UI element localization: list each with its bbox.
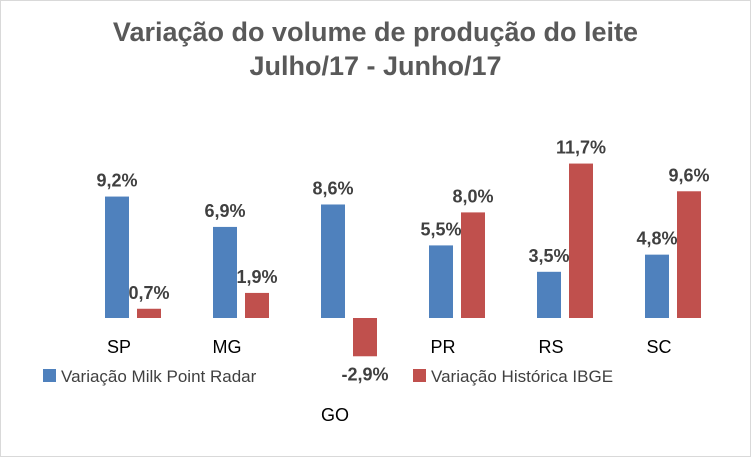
legend-label-series-1: Variação Milk Point Radar bbox=[61, 367, 257, 386]
bar-go-series-1 bbox=[321, 204, 345, 318]
x-tick-label-sp: SP bbox=[107, 337, 131, 357]
bar-rs-series-1 bbox=[537, 271, 561, 318]
bar-mg-series-2 bbox=[245, 292, 269, 318]
legend-label-series-2: Variação Histórica IBGE bbox=[431, 367, 613, 386]
data-label-rs-series-2: 11,7% bbox=[556, 138, 606, 158]
chart-title-line2: Julho/17 - Junho/17 bbox=[249, 51, 502, 81]
chart-title-line1: Variação do volume de produção do leite bbox=[112, 17, 639, 47]
bar-rs-series-2 bbox=[569, 163, 593, 318]
data-label-sc-series-2: 9,6% bbox=[668, 165, 709, 185]
data-label-sc-series-1: 4,8% bbox=[636, 229, 677, 249]
data-label-go-series-1: 8,6% bbox=[312, 178, 353, 198]
bar-pr-series-2 bbox=[461, 212, 485, 318]
data-label-mg-series-1: 6,9% bbox=[204, 201, 245, 221]
bar-sc-series-1 bbox=[645, 254, 669, 318]
bar-mg-series-1 bbox=[213, 226, 237, 318]
data-label-pr-series-2: 8,0% bbox=[452, 186, 493, 206]
legend-swatch-series-1 bbox=[43, 369, 56, 382]
x-tick-label-mg: MG bbox=[213, 337, 242, 357]
data-label-sp-series-2: 0,7% bbox=[128, 283, 169, 303]
x-tick-label-go: GO bbox=[321, 405, 349, 425]
data-label-go-series-2: -2,9% bbox=[341, 364, 388, 384]
data-label-rs-series-1: 3,5% bbox=[528, 246, 569, 266]
x-tick-label-rs: RS bbox=[538, 337, 563, 357]
chart-title: Variação do volume de produção do leite … bbox=[1, 15, 750, 83]
bar-sc-series-2 bbox=[677, 191, 701, 318]
x-tick-label-sc: SC bbox=[646, 337, 671, 357]
bar-pr-series-1 bbox=[429, 245, 453, 318]
data-label-mg-series-2: 1,9% bbox=[236, 267, 277, 287]
x-tick-label-pr: PR bbox=[430, 337, 455, 357]
legend-swatch-series-2 bbox=[413, 369, 426, 382]
data-label-sp-series-1: 9,2% bbox=[96, 171, 137, 191]
data-label-pr-series-1: 5,5% bbox=[420, 219, 461, 239]
bar-sp-series-2 bbox=[137, 308, 161, 318]
bar-sp-series-1 bbox=[105, 196, 129, 318]
bar-go-series-2 bbox=[353, 318, 377, 357]
